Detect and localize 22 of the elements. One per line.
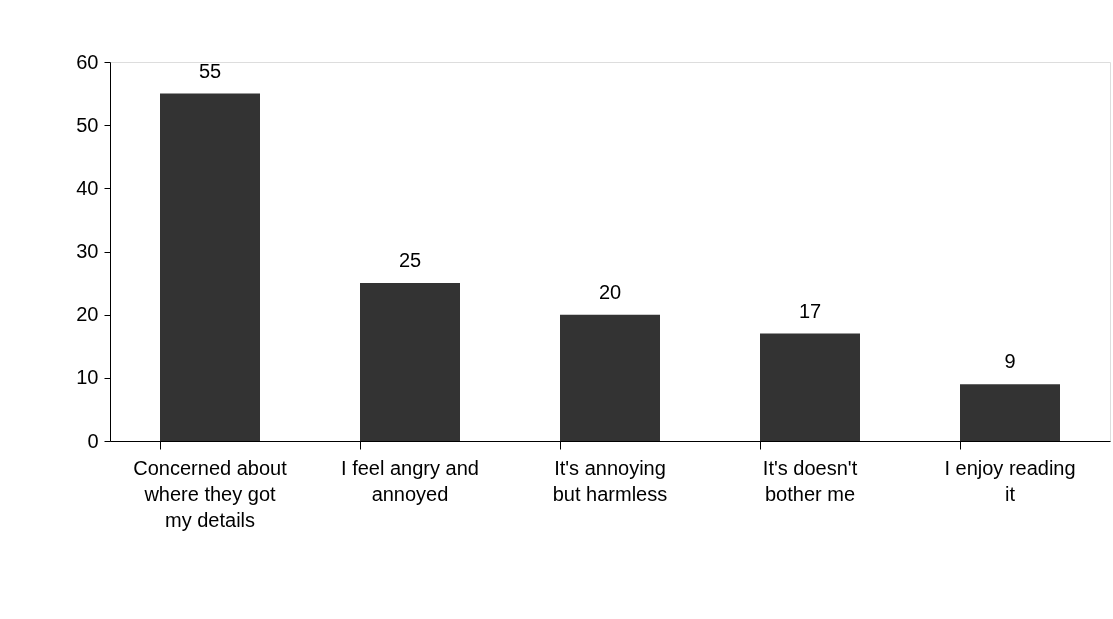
y-tick-label: 40 xyxy=(76,176,99,199)
x-tick-label: I enjoy reading it xyxy=(944,457,1076,505)
x-tick-label: Concerned about where they got my details xyxy=(133,457,288,531)
data-label: 25 xyxy=(398,249,422,272)
y-tick-label: 20 xyxy=(76,303,99,326)
data-label: 55 xyxy=(198,59,222,82)
bar xyxy=(960,384,1060,441)
bar xyxy=(360,283,460,441)
y-tick-label: 50 xyxy=(76,113,99,136)
bar xyxy=(160,93,260,441)
y-tick-label: 60 xyxy=(76,50,99,73)
data-label: 9 xyxy=(1004,350,1016,373)
data-label: 20 xyxy=(598,280,622,303)
bar xyxy=(760,333,860,441)
x-tick-label: It's annoying but harmless xyxy=(552,457,668,505)
data-label: 17 xyxy=(798,299,822,322)
bar xyxy=(560,314,660,441)
y-tick-label: 30 xyxy=(76,240,99,262)
y-tick-label: 10 xyxy=(76,366,99,389)
y-tick-label: 0 xyxy=(87,429,99,452)
x-tick-label: I feel angry and annoyed xyxy=(341,457,479,505)
x-tick-label: It's doesn't bother me xyxy=(762,457,858,505)
